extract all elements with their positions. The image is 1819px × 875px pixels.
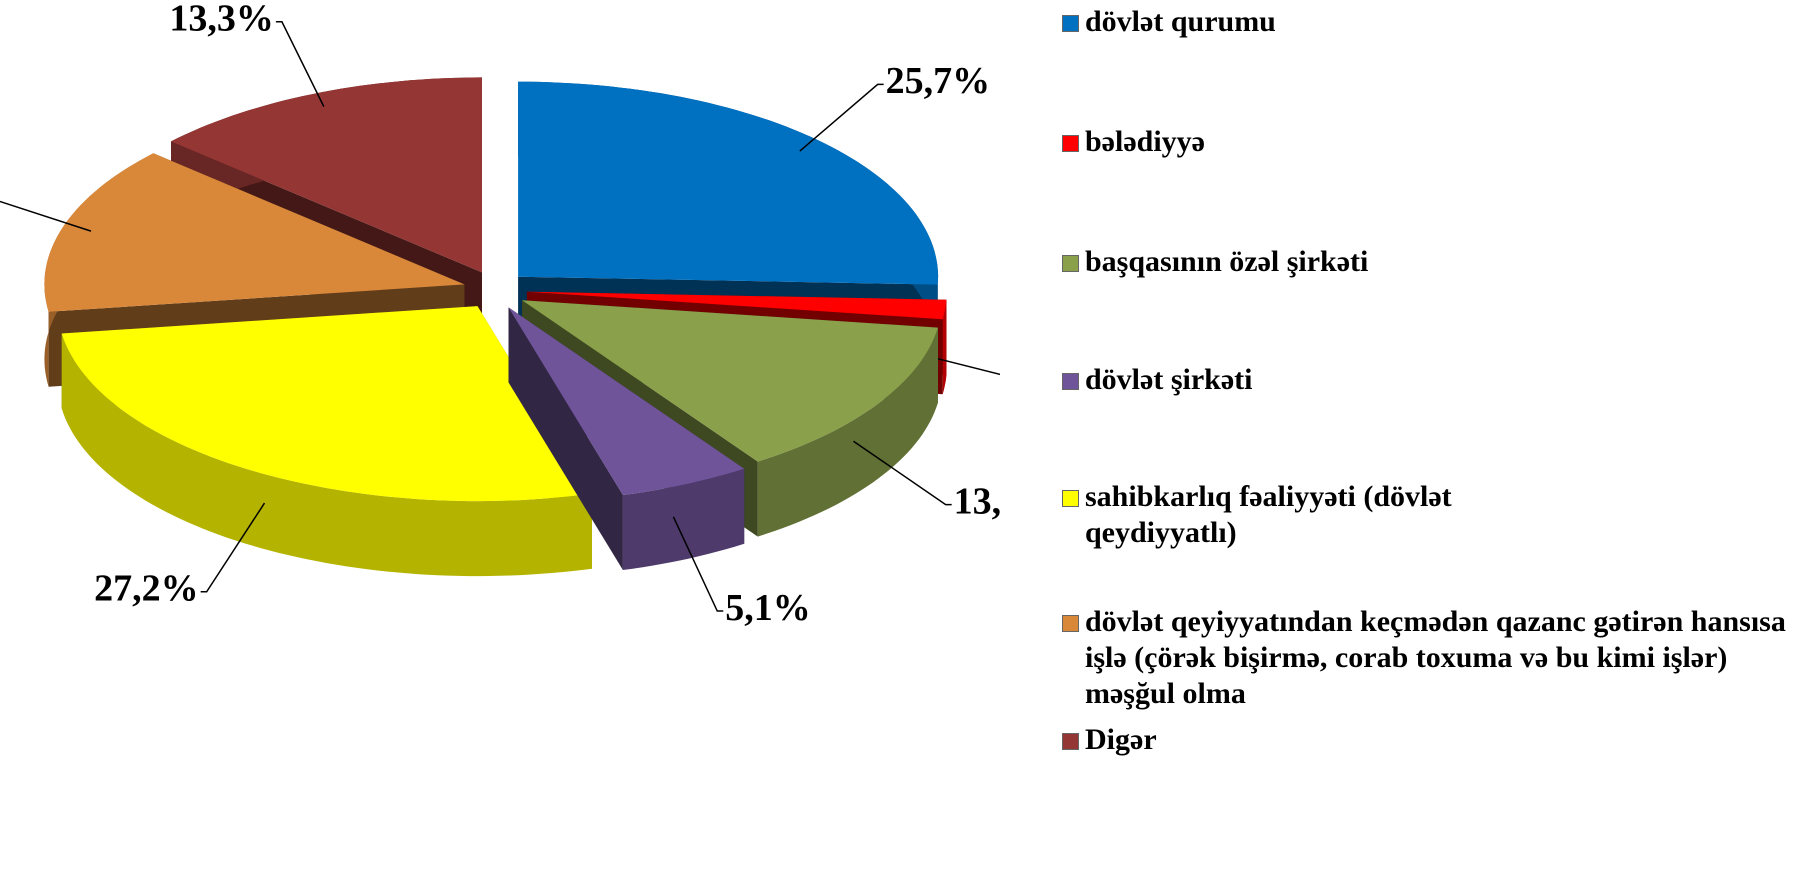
slice: [522, 300, 938, 462]
legend-label: sahibkarlıq fəaliyyəti (dövlət qeydiyyat…: [1085, 480, 1452, 549]
slice: [518, 81, 939, 285]
legend-item: bələdiyyə: [1062, 124, 1802, 160]
legend-swatch: [1062, 373, 1079, 390]
leader-line: [799, 83, 884, 152]
leader-line: [915, 352, 1000, 376]
leader-line: [672, 516, 724, 612]
legend-label: dövlət qeyiyyatından keçmədən qazanc gət…: [1085, 605, 1786, 710]
leader-line: [853, 440, 952, 506]
legend-swatch: [1062, 135, 1079, 152]
legend-item: Digər: [1062, 722, 1802, 758]
legend-swatch: [1062, 15, 1079, 32]
data-label: 13,3%: [169, 0, 274, 39]
chart: 13,3%25,7%14,0%1,6%13,3%27,2%5,1%: [0, 0, 1000, 629]
legend-label: dövlət qurumu: [1085, 5, 1276, 38]
slice-wall: [61, 333, 592, 577]
slice: [171, 77, 482, 273]
slice-wall: [757, 327, 938, 537]
leader-line: [275, 21, 325, 107]
slice-wall: [622, 468, 745, 570]
legend-label: dövlət şirkəti: [1085, 363, 1253, 396]
slice-wall: [942, 299, 947, 395]
legend-item: sahibkarlıq fəaliyyəti (dövlət qeydiyyat…: [1062, 479, 1532, 551]
legend-label: Digər: [1085, 723, 1157, 756]
legend-swatch: [1062, 255, 1079, 272]
legend-swatch: [1062, 615, 1079, 632]
slice: [508, 307, 745, 495]
data-label: 5,1%: [725, 587, 811, 629]
legend-swatch: [1062, 490, 1079, 507]
slice: [44, 153, 465, 312]
slice: [61, 306, 592, 502]
leader-line: [200, 502, 266, 593]
slice-side: [508, 307, 623, 570]
legend-item: dövlət qurumu: [1062, 4, 1802, 40]
slice: [526, 291, 947, 320]
legend-item: başqasının özəl şirkəti: [1062, 244, 1802, 280]
legend-swatch: [1062, 733, 1079, 750]
legend-label: bələdiyyə: [1085, 125, 1205, 158]
data-label: 25,7%: [886, 60, 991, 102]
data-label: 13,3%: [954, 480, 1000, 522]
data-label: 27,2%: [94, 567, 199, 609]
legend-label: başqasının özəl şirkəti: [1085, 245, 1369, 278]
legend-item: dövlət qeyiyyatından keçmədən qazanc gət…: [1062, 604, 1802, 712]
legend-item: dövlət şirkəti: [1062, 362, 1802, 398]
leader-line: [0, 200, 92, 232]
